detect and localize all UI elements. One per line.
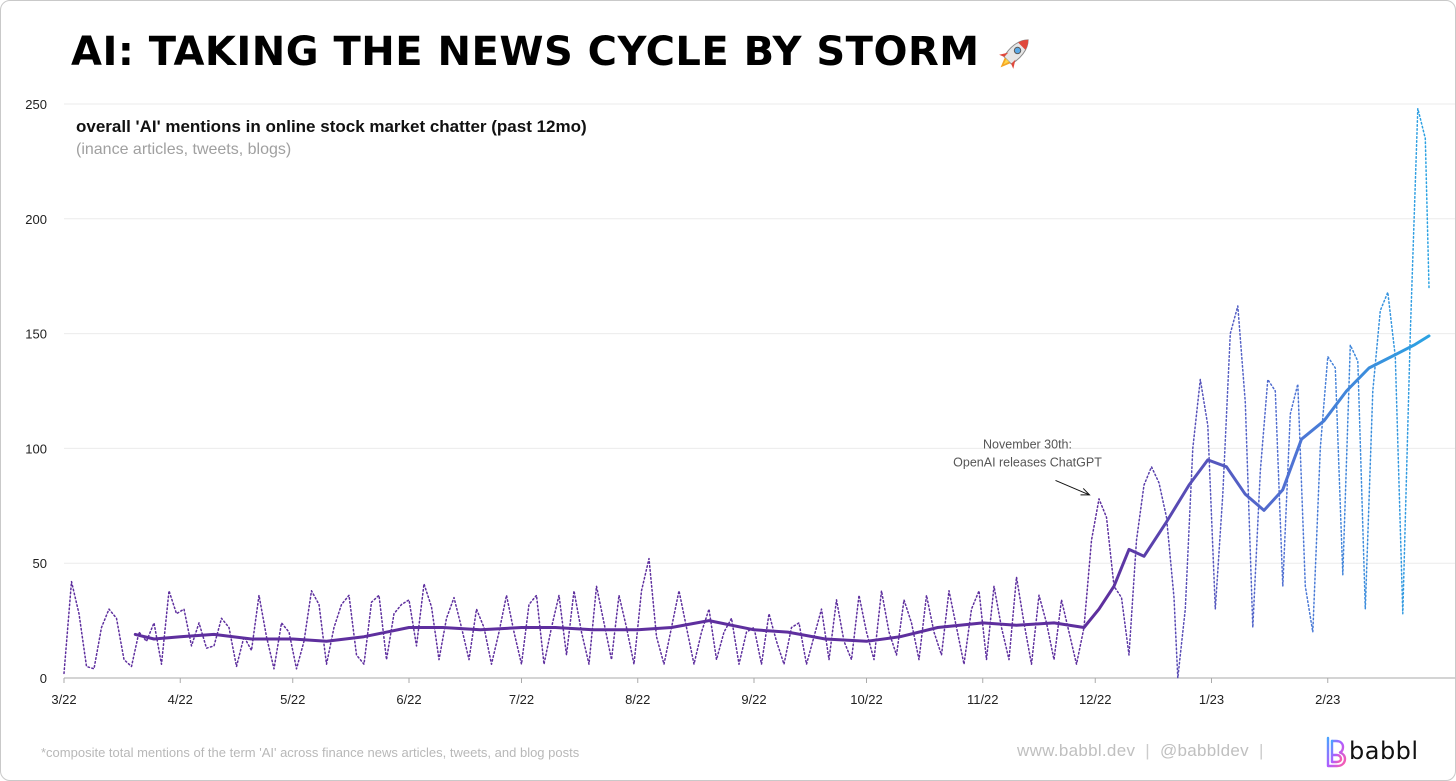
x-tick-label: 11/22 <box>967 692 999 707</box>
x-tick-label: 7/22 <box>509 692 534 707</box>
x-tick-label: 4/22 <box>168 692 193 707</box>
footer-separator: | <box>1258 741 1264 760</box>
footnote: *composite total mentions of the term 'A… <box>41 745 580 760</box>
chart-subtitle: overall 'AI' mentions in online stock ma… <box>76 117 587 136</box>
x-tick-label: 5/22 <box>280 692 305 707</box>
x-tick-label: 10/22 <box>850 692 883 707</box>
daily-mentions-line <box>63 107 1430 679</box>
y-tick-label: 100 <box>25 441 47 456</box>
y-tick-label: 0 <box>40 671 47 686</box>
x-tick-label: 6/22 <box>396 692 421 707</box>
moving-average-line <box>133 334 1431 643</box>
y-tick-label: 250 <box>25 97 47 112</box>
y-tick-label: 200 <box>25 212 47 227</box>
website-link[interactable]: www.babbl.dev <box>1017 741 1136 760</box>
annotation-label: OpenAI releases ChatGPT <box>953 455 1102 469</box>
brand-name: babbl <box>1349 737 1419 765</box>
page-title: AI: TAKING THE NEWS CYCLE BY STORM <box>71 29 980 75</box>
rocket-icon <box>999 39 1029 69</box>
footer-links: www.babbl.dev | @babbldev | <box>1017 741 1274 761</box>
annotation-arrowhead <box>1080 488 1091 496</box>
y-tick-label: 150 <box>25 327 47 342</box>
handle-link[interactable]: @babbldev <box>1159 741 1249 760</box>
x-tick-label: 9/22 <box>741 692 766 707</box>
annotation-label: November 30th: <box>983 437 1072 451</box>
footer-separator: | <box>1145 741 1150 760</box>
x-tick-label: 3/22 <box>51 692 76 707</box>
x-tick-label: 12/22 <box>1079 692 1112 707</box>
x-tick-label: 2/23 <box>1315 692 1340 707</box>
x-tick-label: 1/23 <box>1199 692 1224 707</box>
x-tick-label: 8/22 <box>625 692 650 707</box>
y-tick-label: 50 <box>33 556 47 571</box>
annotation-arrow <box>1055 479 1090 496</box>
babbl-logo-icon <box>1326 736 1347 768</box>
chart-subsubtitle: (inance articles, tweets, blogs) <box>76 141 292 158</box>
